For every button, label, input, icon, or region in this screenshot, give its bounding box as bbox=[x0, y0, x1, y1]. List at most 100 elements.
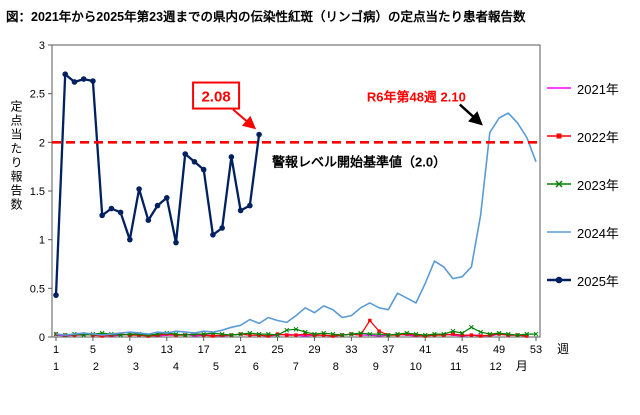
week-tick-label: 45 bbox=[456, 344, 468, 356]
y-axis-title: 定点当たり報告数 bbox=[9, 100, 23, 212]
week-axis-unit: 週 bbox=[557, 342, 569, 356]
marker-x bbox=[478, 329, 483, 335]
month-tick-label: 4 bbox=[173, 361, 179, 373]
marker-x bbox=[496, 330, 502, 336]
marker-circle bbox=[71, 79, 78, 85]
marker-circle bbox=[62, 71, 69, 77]
marker-square bbox=[137, 333, 141, 337]
legend-marker-2021年 bbox=[547, 87, 571, 89]
y-tick-label: 3 bbox=[39, 40, 45, 52]
marker-square bbox=[368, 318, 372, 323]
y-tick-label: 0.5 bbox=[30, 283, 45, 295]
y-tick-label: 1 bbox=[39, 235, 45, 247]
marker-square bbox=[211, 334, 215, 338]
marker-x bbox=[505, 331, 511, 337]
month-axis-unit: 月 bbox=[516, 359, 528, 373]
week-tick-label: 21 bbox=[234, 344, 246, 356]
marker-square bbox=[266, 334, 271, 338]
legend-item-2025年: 2025年 bbox=[546, 256, 638, 304]
marker-square bbox=[525, 334, 529, 338]
legend-marker-2024年 bbox=[547, 231, 571, 233]
marker-x bbox=[302, 329, 308, 335]
marker-square bbox=[506, 333, 511, 337]
marker-x bbox=[219, 331, 225, 337]
marker-square bbox=[358, 333, 363, 337]
y-tick-label: 0 bbox=[39, 332, 45, 344]
marker-square bbox=[72, 333, 77, 337]
marker-square bbox=[395, 333, 400, 337]
marker-square bbox=[81, 332, 86, 336]
week-tick-label: 9 bbox=[127, 344, 133, 356]
marker-square bbox=[155, 333, 160, 337]
week-tick-label: 41 bbox=[419, 344, 431, 356]
marker-x bbox=[339, 332, 345, 338]
week-tick-label: 49 bbox=[493, 344, 505, 356]
marker-square bbox=[321, 333, 326, 337]
marker-square bbox=[165, 332, 169, 336]
month-tick-label: 1 bbox=[53, 361, 59, 373]
marker-square bbox=[488, 333, 492, 337]
marker-square bbox=[174, 333, 178, 337]
legend-item-2023年: 2023年 bbox=[546, 160, 638, 208]
marker-circle bbox=[237, 207, 244, 214]
month-tick-label: 8 bbox=[333, 361, 339, 373]
annotation-box bbox=[192, 81, 241, 110]
marker-square bbox=[220, 333, 224, 337]
figure-title: 図：2021年から2025年第23週までの県内の伝染性紅斑（リンゴ病）の定点当た… bbox=[6, 10, 526, 24]
marker-x bbox=[404, 330, 410, 336]
marker-circle bbox=[127, 236, 133, 243]
legend-label: 2021年 bbox=[577, 81, 619, 97]
marker-x bbox=[201, 331, 207, 337]
marker-x bbox=[321, 330, 327, 336]
marker-x bbox=[533, 331, 539, 337]
marker-square bbox=[478, 334, 483, 338]
marker-x bbox=[284, 327, 290, 333]
legend-item-2024年: 2024年 bbox=[546, 208, 638, 256]
marker-square bbox=[451, 332, 455, 336]
marker-square bbox=[257, 333, 261, 337]
marker-circle bbox=[173, 239, 179, 246]
legend-label: 2022年 bbox=[577, 129, 619, 145]
marker-x bbox=[395, 331, 400, 337]
week-tick-label: 13 bbox=[161, 344, 173, 356]
marker-square bbox=[303, 332, 307, 336]
marker-square bbox=[441, 333, 446, 337]
week-tick-label: 33 bbox=[345, 344, 357, 356]
marker-x bbox=[173, 331, 179, 337]
legend-item-2022年: 2022年 bbox=[546, 112, 638, 160]
marker-circle bbox=[99, 212, 105, 219]
series-line-2024年 bbox=[55, 112, 537, 336]
marker-circle bbox=[256, 131, 262, 138]
marker-x bbox=[349, 331, 354, 337]
marker-circle bbox=[90, 78, 96, 84]
marker-x bbox=[422, 332, 428, 338]
marker-x bbox=[413, 331, 419, 337]
marker-x bbox=[487, 331, 493, 337]
marker-square bbox=[109, 333, 114, 337]
plot-border bbox=[51, 44, 541, 338]
marker-square bbox=[312, 333, 317, 337]
legend-label: 2024年 bbox=[577, 225, 619, 241]
legend: 2021年 2022年 2023年 2024年 2025年 bbox=[546, 64, 638, 304]
marker-square bbox=[423, 334, 427, 338]
marker-x bbox=[293, 326, 299, 332]
legend-marker-2023年 bbox=[547, 180, 571, 188]
marker-x bbox=[515, 332, 520, 338]
marker-circle bbox=[219, 225, 225, 231]
marker-square bbox=[469, 333, 474, 337]
marker-circle bbox=[182, 151, 189, 157]
marker-square bbox=[497, 332, 501, 336]
month-tick-label: 2 bbox=[93, 361, 99, 373]
month-tick-label: 5 bbox=[213, 361, 219, 373]
week-tick-label: 29 bbox=[308, 344, 320, 356]
marker-square bbox=[414, 333, 418, 337]
month-tick-label: 9 bbox=[373, 361, 379, 373]
marker-circle bbox=[163, 195, 170, 201]
marker-circle bbox=[191, 159, 198, 165]
marker-circle bbox=[117, 209, 124, 216]
marker-x bbox=[265, 331, 271, 337]
marker-circle bbox=[228, 154, 235, 160]
legend-label: 2025年 bbox=[577, 273, 619, 289]
